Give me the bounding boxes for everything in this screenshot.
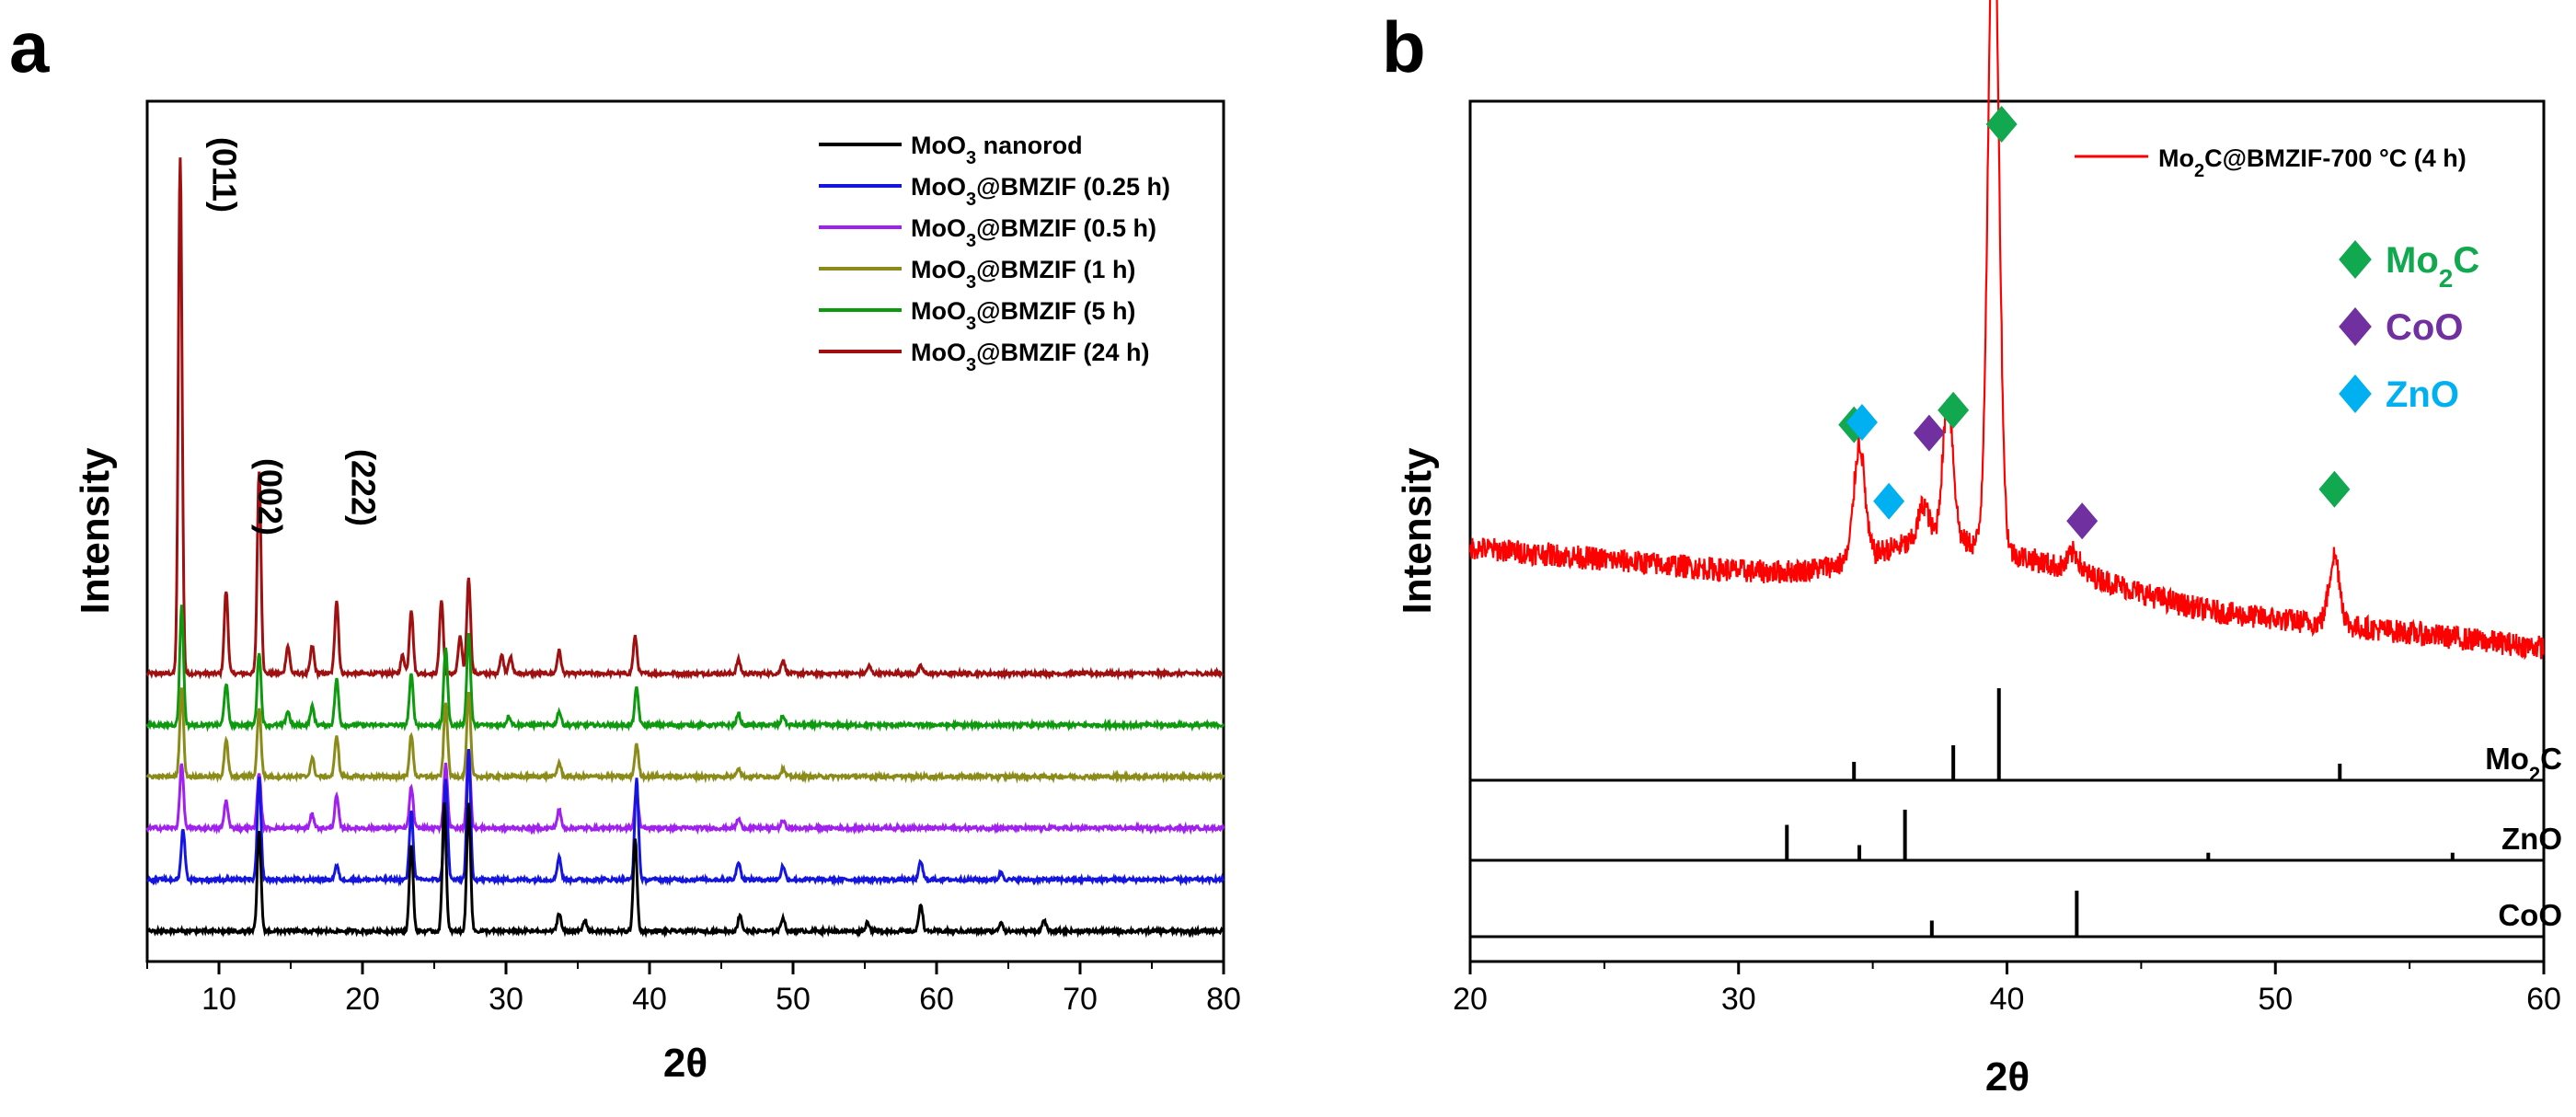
mk-label-rest: C (2453, 240, 2479, 281)
legend-b-name-a: Mo (2158, 144, 2194, 172)
panel-b-marker-legend: Mo2C CoO ZnO (2339, 240, 2479, 415)
legend-name-rest: @BMZIF (1 h) (976, 256, 1135, 283)
panel-b-tick-label: 30 (1721, 982, 1756, 1017)
legend-name-main: MoO (911, 339, 966, 366)
legend-name-sub: 3 (966, 231, 976, 251)
panel-a-tick-label: 20 (345, 982, 380, 1017)
panel-b-phase-marker (1873, 482, 1905, 520)
panel-a-tick-label: 60 (919, 982, 954, 1017)
panel-a-letter: a (9, 6, 50, 87)
panel-a-series-line (145, 157, 1225, 681)
panel-a-legend-entry: MoO3@BMZIF (5 h) (911, 297, 1135, 334)
panel-a-annotation: (222) (345, 449, 383, 526)
panel-a-tick-label: 70 (1063, 982, 1098, 1017)
panel-b-legend-entry: Mo2C@BMZIF-700 °C (4 h) (2158, 144, 2467, 181)
panel-b-y-label: Intensity (1395, 447, 1440, 614)
panel-b-marker-legend-icon (2339, 374, 2372, 413)
panel-a-series (145, 157, 1225, 939)
panel-a-x-ticks: 10 20 30 40 50 60 70 80 (146, 962, 1241, 1017)
panel-a-annotation: (002) (251, 458, 289, 535)
panel-a-tick-label: 40 (632, 982, 667, 1017)
panel-b-marker-legend-icon (2339, 240, 2372, 279)
legend-b-name-b: C@BMZIF-700 °C (4 h) (2204, 144, 2467, 172)
panel-b-marker-legend-label: ZnO (2386, 374, 2459, 415)
panel-b-phase-marker (2066, 502, 2099, 540)
panel-b-tick-label: 50 (2258, 982, 2293, 1017)
ref-label-main: Mo (2485, 742, 2529, 776)
legend-name-main: MoO (911, 297, 966, 325)
panel-b-marker-legend-label: Mo2C (2386, 240, 2479, 293)
panel-b-reference-patterns: Mo2C ZnO CoO (1470, 688, 2562, 939)
panel-a-series-line (145, 687, 1225, 784)
panel-a-legend-entry: MoO3@BMZIF (24 h) (911, 339, 1149, 375)
ref-label-main: CoO (2498, 898, 2562, 932)
panel-a-series-line (146, 749, 1225, 887)
panel-a-annotations: (011) (002) (222) (205, 137, 382, 535)
panel-b-marker-legend-label: CoO (2386, 307, 2463, 348)
panel-b-ref-label: Mo2C (2485, 742, 2562, 786)
panel-a-tick-label: 50 (776, 982, 811, 1017)
panel-a-tick-label: 80 (1206, 982, 1241, 1017)
panel-b-legend: Mo2C@BMZIF-700 °C (4 h) (2075, 144, 2467, 181)
mk-label-sub: 2 (2439, 264, 2454, 293)
ref-label-main: ZnO (2501, 822, 2562, 856)
legend-name-sub: 3 (966, 314, 976, 334)
legend-name-rest: nanorod (976, 132, 1083, 159)
panel-a-tick-label: 10 (201, 982, 236, 1017)
panel-a-legend-entry: MoO3 nanorod (911, 132, 1083, 168)
legend-name-main: MoO (911, 214, 966, 242)
panel-b-letter: b (1382, 6, 1426, 87)
panel-a-series-line (145, 749, 1225, 835)
panel-b-phase-marker (1846, 403, 1878, 441)
panel-b-series-line (1468, 0, 2545, 661)
legend-name-rest: @BMZIF (0.5 h) (976, 214, 1156, 242)
panel-b-phase-marker (2318, 470, 2351, 508)
panel-b-marker-legend-icon (2339, 307, 2372, 346)
legend-name-sub: 3 (966, 355, 976, 375)
panel-b-tick-label: 60 (2526, 982, 2561, 1017)
panel-a-series-line (145, 802, 1225, 939)
panel-b-tick-label: 20 (1453, 982, 1488, 1017)
legend-name-rest: @BMZIF (0.25 h) (976, 173, 1170, 201)
panel-a-legend-entry: MoO3@BMZIF (0.25 h) (911, 173, 1170, 210)
panel-b-x-ticks: 20 30 40 50 60 (1453, 962, 2561, 1017)
mk-label-main: Mo (2386, 240, 2439, 281)
panel-b-phase-marker (1913, 414, 1945, 452)
panel-a-x-label: 2θ (663, 1041, 707, 1086)
legend-name-sub: 3 (966, 190, 976, 210)
panel-b-ref-label: CoO (2498, 898, 2562, 932)
panel-a-tick-label: 30 (489, 982, 523, 1017)
panel-a-legend-entry: MoO3@BMZIF (0.5 h) (911, 214, 1156, 251)
legend-name-main: MoO (911, 256, 966, 283)
panel-b-x-label: 2θ (1985, 1054, 2030, 1100)
panel-b-ref-label: ZnO (2501, 822, 2562, 856)
panel-a-annotation: (011) (205, 137, 243, 213)
mk-label-main: CoO (2386, 307, 2463, 348)
ref-label-sub: 2 (2529, 763, 2540, 786)
panel-b-phase-marker (1938, 391, 1970, 429)
panel-a-y-label: Intensity (73, 447, 118, 614)
legend-name-main: MoO (911, 173, 966, 201)
legend-name-main: MoO (911, 132, 966, 159)
panel-b-tick-label: 40 (1990, 982, 2025, 1017)
mk-label-main: ZnO (2386, 374, 2459, 415)
panel-b-series (1468, 0, 2545, 661)
panel-b-phase-marker (1985, 106, 2018, 143)
panel-a: a 10 20 30 40 50 60 70 80 (011) (002) (222) MoO3 … (9, 6, 1241, 1086)
panel-a-frame (145, 99, 1225, 963)
legend-name-rest: @BMZIF (24 h) (976, 339, 1149, 366)
legend-b-name-sub: 2 (2194, 161, 2204, 181)
panel-b-phase-markers (1838, 106, 2351, 540)
legend-name-rest: @BMZIF (5 h) (976, 297, 1135, 325)
panel-a-series-line (145, 605, 1225, 732)
panel-a-legend-entry: MoO3@BMZIF (1 h) (911, 256, 1135, 293)
legend-name-sub: 3 (966, 272, 976, 293)
ref-label-rest: C (2540, 742, 2562, 776)
legend-name-sub: 3 (966, 148, 976, 168)
